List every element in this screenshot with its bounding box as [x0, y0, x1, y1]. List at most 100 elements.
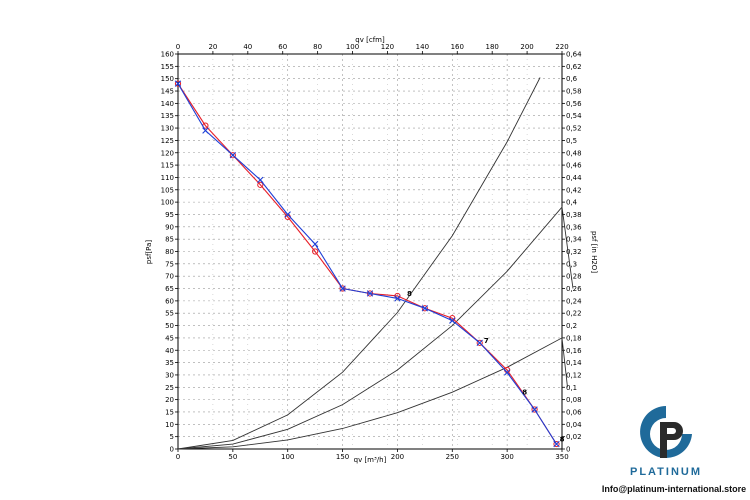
intersection-label: 8: [407, 290, 412, 298]
y-tick-label: 55: [165, 310, 174, 318]
y2-tick-label: 0,04: [566, 421, 582, 429]
y2-tick-label: 0,4: [566, 199, 578, 207]
y2-tick-label: 0,54: [566, 112, 582, 120]
series-point-circle: [531, 406, 538, 413]
series-point-cross: [339, 285, 346, 292]
x2-tick-label: 20: [208, 43, 217, 51]
y2-tick-label: 0,52: [566, 125, 582, 133]
series-point-cross: [311, 240, 319, 248]
y-tick-label: 5: [170, 433, 174, 441]
y-tick-label: 145: [161, 88, 174, 96]
y2-tick-label: 0,34: [566, 236, 582, 244]
x-tick-label: 50: [228, 453, 237, 461]
x-tick-label: 350: [555, 453, 568, 461]
y2-tick-label: 0,58: [566, 88, 582, 96]
series-layer: [174, 80, 560, 448]
y-tick-label: 155: [161, 63, 174, 71]
y2-tick-label: 0,48: [566, 149, 582, 157]
y2-tick-label: 0,28: [566, 273, 582, 281]
series-point-circle: [174, 80, 182, 87]
y-tick-label: 80: [165, 248, 174, 256]
x2-tick-label: 0: [176, 43, 180, 51]
y-tick-label: 90: [165, 223, 174, 231]
y2-tick-label: 0,22: [566, 310, 582, 318]
y-tick-label: 25: [165, 384, 174, 392]
brand-name: PLATINUM: [629, 466, 702, 478]
y2-tick-label: 0,64: [566, 51, 582, 59]
x2-tick-label: 120: [381, 43, 394, 51]
y-tick-label: 120: [161, 149, 174, 157]
y2-tick-label: 0,36: [566, 223, 582, 231]
y2-tick-label: 0,26: [566, 285, 582, 293]
series-point-cross: [421, 305, 429, 312]
y2-tick-label: 0,56: [566, 100, 582, 108]
brand-block: PLATINUM Info@platinum-international.sto…: [600, 400, 750, 500]
brand-email-link[interactable]: Info@platinum-international.store: [601, 484, 747, 494]
series-point-cross: [202, 127, 209, 134]
y-tick-label: 85: [165, 236, 174, 244]
x2-tick-label: 160: [451, 43, 464, 51]
x2-tick-label: 60: [278, 43, 287, 51]
intersection-label: 8: [522, 389, 527, 397]
y-tick-label: 160: [161, 51, 174, 59]
y-tick-label: 130: [161, 125, 174, 133]
platinum-p-logo-icon: [640, 406, 692, 458]
y-tick-label: 60: [165, 297, 174, 305]
y-tick-label: 30: [165, 371, 174, 379]
system-curve: [177, 206, 574, 450]
x-tick-label: 200: [391, 453, 404, 461]
y2-tick-label: 0,06: [566, 408, 582, 416]
x2-axis-label: qv [cfm]: [355, 36, 385, 44]
y2-tick-label: 0,32: [566, 248, 582, 256]
series-point-circle: [553, 440, 560, 448]
y-tick-label: 50: [165, 322, 174, 330]
x-axis-bottom: 0 50 100 150 200 250 300 350: [176, 449, 569, 461]
y-tick-label: 65: [165, 285, 174, 293]
y-tick-label: 115: [161, 162, 174, 170]
y2-tick-label: 0,3: [566, 260, 577, 268]
y2-axis-label: psf [in H2O]: [590, 231, 598, 273]
y2-tick-label: 0,08: [566, 396, 582, 404]
y-tick-label: 125: [161, 137, 174, 145]
y2-tick-label: 0,12: [566, 371, 582, 379]
y-tick-label: 20: [165, 396, 174, 404]
y-tick-label: 35: [165, 359, 174, 367]
series-point-cross: [366, 290, 374, 297]
y-tick-label: 150: [161, 75, 174, 83]
y-tick-label: 95: [165, 211, 174, 219]
y-tick-label: 70: [165, 273, 174, 281]
x2-tick-label: 180: [485, 43, 498, 51]
x-axis-label: qv [m³/h]: [354, 456, 387, 464]
y2-tick-label: 0,24: [566, 297, 582, 305]
y2-tick-label: 0,44: [566, 174, 582, 182]
y2-tick-label: 0,42: [566, 186, 582, 194]
intersection-label: 8: [560, 436, 565, 444]
series-point-cross: [449, 317, 456, 324]
x2-tick-label: 40: [243, 43, 252, 51]
y-tick-label: 40: [165, 347, 174, 355]
series-point-circle: [476, 339, 483, 346]
y-tick-label: 45: [165, 334, 174, 342]
series-point-cross: [174, 80, 182, 87]
series-point-cross: [531, 406, 538, 413]
x-tick-label: 0: [176, 453, 180, 461]
y-tick-label: 15: [165, 408, 174, 416]
x-tick-label: 100: [281, 453, 294, 461]
y-tick-label: 0: [170, 446, 174, 454]
y-tick-label: 100: [161, 199, 174, 207]
x-axis-top: 0 20 40 60 80 100 120 140 160 180 200 220: [176, 43, 569, 54]
y-axis-left: 0 5 10 15 20 25 30 35 40 45 50 55 60 65 70 75 80 85 90 95 10…: [161, 51, 178, 454]
x2-tick-label: 140: [416, 43, 429, 51]
y2-tick-label: 0,38: [566, 211, 582, 219]
y-axis-label: psf[Pa]: [145, 240, 153, 264]
y2-tick-label: 0,2: [566, 322, 577, 330]
series-point-cross: [503, 369, 511, 376]
grid: [178, 54, 562, 449]
y2-tick-label: 0,1: [566, 384, 577, 392]
y-tick-label: 75: [165, 260, 174, 268]
x2-tick-label: 220: [555, 43, 568, 51]
intersection-label: 7: [484, 337, 489, 345]
x-tick-label: 250: [446, 453, 459, 461]
x2-tick-label: 80: [313, 43, 322, 51]
